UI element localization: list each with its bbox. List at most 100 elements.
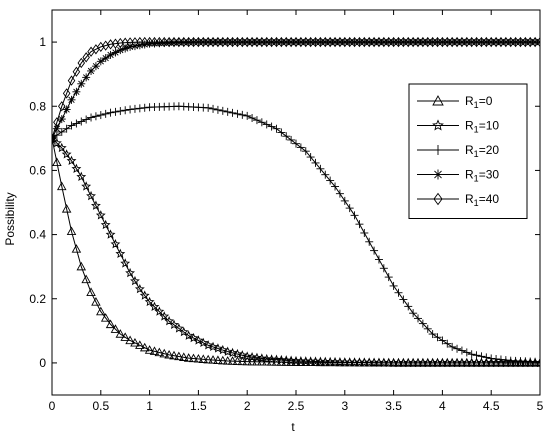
series-plus bbox=[52, 102, 540, 366]
data-point bbox=[409, 36, 417, 48]
data-point bbox=[379, 264, 388, 273]
x-tick-label: 4.5 bbox=[483, 399, 500, 413]
data-point bbox=[140, 103, 149, 112]
data-point bbox=[105, 319, 116, 329]
data-point bbox=[462, 348, 471, 357]
data-point bbox=[139, 342, 150, 352]
data-point bbox=[144, 296, 155, 307]
data-point bbox=[214, 36, 222, 48]
data-point bbox=[154, 347, 165, 357]
data-point bbox=[394, 288, 403, 297]
data-point bbox=[121, 106, 130, 115]
data-point bbox=[306, 36, 315, 48]
data-point bbox=[502, 36, 510, 48]
data-point bbox=[164, 349, 174, 359]
data-point bbox=[66, 226, 77, 236]
data-point bbox=[438, 36, 447, 48]
data-point bbox=[199, 36, 208, 48]
data-point bbox=[125, 267, 135, 278]
data-point bbox=[492, 354, 501, 363]
data-point bbox=[58, 101, 66, 112]
data-point bbox=[134, 283, 145, 294]
data-point bbox=[404, 302, 413, 311]
data-point bbox=[91, 200, 101, 210]
data-point bbox=[178, 352, 189, 361]
y-tick-label: 0.8 bbox=[29, 99, 46, 113]
legend-label: R1=20 bbox=[465, 143, 499, 159]
data-point bbox=[277, 36, 286, 48]
data-point bbox=[296, 143, 305, 152]
data-point bbox=[218, 355, 228, 365]
data-point bbox=[243, 111, 252, 120]
data-point bbox=[173, 323, 184, 333]
data-point bbox=[71, 163, 82, 173]
data-point bbox=[100, 313, 111, 322]
data-point bbox=[96, 57, 105, 66]
data-point bbox=[110, 239, 121, 249]
data-point bbox=[272, 36, 281, 48]
data-point bbox=[262, 36, 271, 48]
data-point bbox=[394, 36, 403, 48]
data-point bbox=[423, 324, 432, 333]
data-point bbox=[302, 36, 310, 48]
legend-label: R1=30 bbox=[465, 168, 499, 184]
data-point bbox=[223, 107, 232, 116]
data-point bbox=[443, 36, 452, 48]
data-point bbox=[198, 354, 209, 363]
data-point bbox=[87, 113, 96, 122]
data-point bbox=[256, 353, 267, 363]
data-point bbox=[267, 36, 276, 48]
data-point bbox=[433, 333, 442, 342]
data-point bbox=[345, 204, 354, 213]
legend-marker bbox=[433, 192, 443, 206]
data-point bbox=[56, 181, 67, 191]
data-point bbox=[321, 170, 330, 179]
legend-marker bbox=[432, 95, 444, 106]
data-point bbox=[62, 105, 71, 114]
data-point bbox=[82, 52, 90, 63]
x-tick-label: 2 bbox=[244, 399, 251, 413]
data-point bbox=[399, 36, 408, 48]
data-point bbox=[232, 348, 243, 359]
data-point bbox=[511, 36, 520, 48]
x-tick-label: 5 bbox=[537, 399, 544, 413]
data-point bbox=[67, 95, 76, 104]
data-point bbox=[52, 133, 56, 144]
legend-item: R1=30 bbox=[417, 168, 499, 184]
data-point bbox=[365, 36, 373, 48]
data-point bbox=[209, 36, 217, 48]
data-point bbox=[188, 332, 199, 343]
data-point bbox=[213, 355, 223, 364]
legend-item: R1=10 bbox=[417, 119, 499, 135]
data-point bbox=[194, 36, 203, 48]
data-point bbox=[492, 36, 500, 48]
data-point bbox=[389, 36, 398, 48]
data-point bbox=[311, 158, 320, 167]
data-point bbox=[477, 352, 486, 361]
data-point bbox=[72, 87, 81, 96]
data-point bbox=[360, 36, 369, 48]
data-point bbox=[516, 36, 525, 48]
data-point bbox=[233, 109, 242, 118]
y-tick-label: 0.2 bbox=[29, 292, 46, 306]
y-tick-label: 0 bbox=[39, 356, 46, 370]
data-point bbox=[306, 153, 315, 162]
data-point bbox=[76, 261, 87, 271]
data-point bbox=[301, 147, 310, 156]
data-point bbox=[57, 127, 66, 136]
data-point bbox=[223, 36, 232, 48]
data-point bbox=[267, 122, 276, 131]
data-point bbox=[252, 116, 261, 125]
data-point bbox=[272, 124, 281, 133]
data-point bbox=[232, 356, 243, 365]
legend-item: R1=20 bbox=[417, 143, 499, 159]
data-point bbox=[531, 36, 539, 48]
data-point bbox=[82, 73, 91, 82]
data-point bbox=[96, 306, 106, 316]
data-point bbox=[399, 295, 408, 304]
data-point bbox=[125, 335, 135, 345]
data-point bbox=[219, 36, 227, 48]
data-point bbox=[482, 36, 491, 48]
data-point bbox=[389, 281, 398, 290]
data-point bbox=[365, 237, 374, 246]
